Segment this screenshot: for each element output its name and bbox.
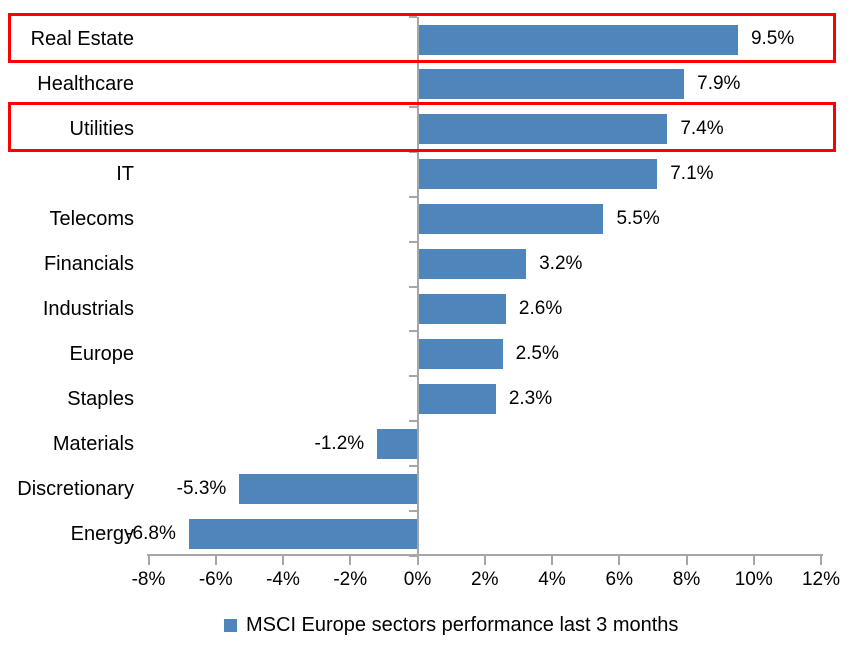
category-tick bbox=[409, 555, 417, 558]
legend-swatch-icon bbox=[224, 618, 237, 632]
x-axis-tick-label: -4% bbox=[266, 569, 300, 590]
value-label: 7.4% bbox=[680, 118, 724, 140]
x-axis-tick-label: -6% bbox=[198, 569, 233, 590]
bar bbox=[418, 159, 658, 190]
highlight-box-utilities bbox=[8, 102, 836, 153]
x-axis-tick-label: 6% bbox=[605, 569, 633, 590]
x-axis-tick bbox=[820, 554, 822, 565]
category-label: Europe bbox=[69, 342, 135, 365]
value-label: 7.1% bbox=[670, 163, 714, 185]
bar bbox=[418, 338, 503, 369]
value-label: -6.8% bbox=[126, 522, 176, 544]
value-label: 2.6% bbox=[518, 297, 563, 319]
x-axis-line bbox=[146, 554, 823, 556]
category-tick bbox=[409, 420, 417, 423]
x-axis-tick bbox=[349, 554, 352, 565]
x-axis-tick-label: 2% bbox=[471, 569, 499, 590]
category-label: IT bbox=[116, 163, 134, 186]
category-tick bbox=[409, 285, 417, 288]
value-label: -5.3% bbox=[176, 477, 227, 499]
value-label: 7.9% bbox=[697, 73, 741, 95]
x-axis-tick bbox=[282, 554, 284, 565]
x-axis-tick-label: -2% bbox=[333, 569, 368, 590]
category-tick bbox=[409, 330, 417, 333]
bar bbox=[239, 473, 418, 504]
category-tick bbox=[409, 16, 417, 18]
bar bbox=[418, 249, 527, 280]
value-label: -1.2% bbox=[314, 432, 365, 454]
bar bbox=[418, 383, 496, 414]
bar bbox=[188, 518, 418, 549]
category-tick bbox=[409, 240, 417, 243]
x-axis-tick bbox=[551, 554, 553, 565]
x-axis-tick bbox=[483, 554, 486, 565]
bar bbox=[418, 204, 604, 235]
x-axis-tick bbox=[214, 554, 217, 565]
category-label: Discretionary bbox=[17, 477, 134, 500]
category-tick bbox=[409, 105, 417, 108]
legend: MSCI Europe sectors performance last 3 m… bbox=[224, 611, 678, 639]
value-label: 9.5% bbox=[750, 28, 795, 50]
zero-axis-line bbox=[416, 17, 419, 565]
x-axis-tick-label: 4% bbox=[538, 569, 566, 590]
value-label: 5.5% bbox=[616, 208, 660, 230]
x-axis-tick-label: 0% bbox=[403, 569, 432, 590]
category-label: Telecoms bbox=[49, 208, 134, 231]
x-axis-tick bbox=[147, 554, 150, 565]
value-label: 2.3% bbox=[508, 387, 553, 409]
bar bbox=[377, 428, 418, 459]
x-axis-tick-label: 12% bbox=[801, 569, 841, 590]
category-tick bbox=[409, 465, 417, 468]
category-label: Utilities bbox=[69, 118, 134, 141]
bar bbox=[418, 294, 506, 325]
category-label: Financials bbox=[43, 253, 134, 276]
category-tick bbox=[409, 375, 417, 378]
bar bbox=[418, 114, 668, 145]
bar bbox=[418, 24, 738, 55]
category-label: Healthcare bbox=[37, 73, 134, 96]
x-axis-tick-label: -8% bbox=[131, 569, 166, 590]
x-axis-tick-label: 10% bbox=[734, 569, 773, 590]
category-label: Energy bbox=[70, 522, 134, 545]
category-label: Materials bbox=[52, 432, 134, 455]
category-tick bbox=[409, 510, 417, 513]
bar bbox=[418, 69, 685, 100]
highlight-box-real-estate bbox=[8, 12, 836, 63]
legend-label: MSCI Europe sectors performance last 3 m… bbox=[246, 613, 679, 636]
value-label: 2.5% bbox=[515, 342, 559, 364]
category-label: Industrials bbox=[42, 297, 134, 320]
x-axis-tick bbox=[685, 554, 688, 565]
category-label: Real Estate bbox=[30, 28, 134, 51]
x-axis-tick bbox=[618, 554, 621, 565]
category-label: Staples bbox=[67, 387, 134, 410]
category-tick bbox=[409, 195, 417, 198]
x-axis-tick bbox=[752, 554, 755, 565]
value-label: 3.2% bbox=[539, 253, 583, 275]
x-axis-tick-label: 8% bbox=[672, 569, 701, 590]
